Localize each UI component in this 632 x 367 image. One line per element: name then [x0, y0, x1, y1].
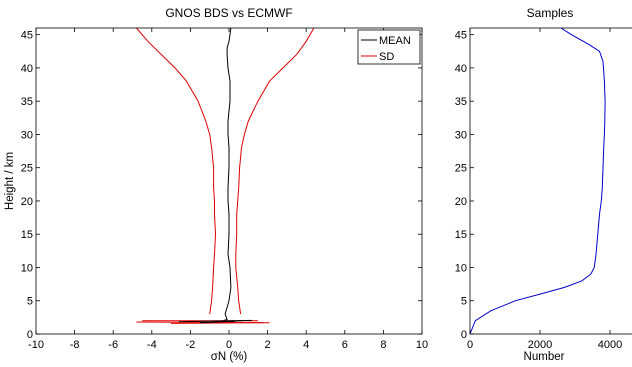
- y-tick-label: 30: [455, 129, 467, 141]
- y-tick-label: 0: [461, 329, 467, 341]
- samples-series-0: [469, 27, 606, 335]
- x-tick-label: 4000: [598, 339, 622, 351]
- chart-left-x-ticks: -10 -8 -6 -4 -2 0 2 4 6 8 10: [28, 28, 428, 351]
- chart-left-series: [136, 27, 315, 324]
- y-tick-label: 40: [21, 63, 33, 75]
- chart-left-y-label: Height / km: [4, 152, 16, 210]
- y-tick-label: 5: [27, 296, 33, 308]
- y-tick-label: 5: [461, 296, 467, 308]
- x-tick-label: 0: [467, 339, 473, 351]
- chart-right-frame: [469, 27, 632, 335]
- x-tick-label: -8: [70, 339, 80, 351]
- y-tick-label: 45: [455, 30, 467, 42]
- x-tick-label: 8: [380, 339, 386, 351]
- y-tick-label: 30: [21, 129, 33, 141]
- chart-right-x-ticks: 0 2000 4000: [467, 28, 622, 351]
- x-tick-label: -10: [28, 339, 44, 351]
- chart-right: Samples 0 2000 4000 0 5 10 15 20 25 30 35 40 45 Num…: [455, 6, 632, 363]
- y-tick-label: 35: [21, 96, 33, 108]
- legend-mean-label: MEAN: [379, 35, 411, 47]
- sigma-n-series-0: [221, 27, 235, 323]
- y-tick-label: 45: [21, 30, 33, 42]
- x-tick-label: 6: [342, 339, 348, 351]
- chart-left: GNOS BDS vs ECMWF -10 -8 -6 -4 -2 0 2 4 6 8 10 0 5 1…: [4, 6, 428, 363]
- x-tick-label: -6: [108, 339, 118, 351]
- chart-left-x-label: σN (%): [211, 351, 248, 363]
- y-tick-label: 40: [455, 63, 467, 75]
- x-tick-label: 0: [226, 339, 232, 351]
- x-tick-label: -4: [147, 339, 157, 351]
- y-tick-label: 20: [455, 196, 467, 208]
- x-tick-label: 2: [265, 339, 271, 351]
- x-tick-label: 4: [303, 339, 309, 351]
- chart-left-legend: MEAN SD: [357, 29, 421, 65]
- y-tick-label: 25: [455, 163, 467, 175]
- y-tick-label: 10: [21, 262, 33, 274]
- y-tick-label: 25: [21, 163, 33, 175]
- near-ground-spread: [171, 322, 264, 324]
- sigma-n-series-1-upper: [235, 27, 315, 315]
- chart-right-title: Samples: [527, 6, 574, 20]
- legend-sd-label: SD: [379, 51, 394, 63]
- y-tick-label: 35: [455, 96, 467, 108]
- y-tick-label: 20: [21, 196, 33, 208]
- chart-left-y-ticks: 0 5 10 15 20 25 30 35 40 45: [21, 30, 422, 341]
- x-tick-label: -2: [186, 339, 196, 351]
- y-tick-label: 0: [27, 329, 33, 341]
- chart-right-x-label: Number: [524, 351, 565, 363]
- x-tick-label: 10: [416, 339, 428, 351]
- y-tick-label: 10: [455, 262, 467, 274]
- x-tick-label: 2000: [528, 339, 552, 351]
- y-tick-label: 15: [21, 229, 33, 241]
- chart-left-title: GNOS BDS vs ECMWF: [165, 6, 292, 20]
- near-ground-spread: [200, 320, 243, 324]
- y-tick-label: 15: [455, 229, 467, 241]
- chart-right-y-ticks: 0 5 10 15 20 25 30 35 40 45: [455, 30, 474, 341]
- sigma-n-series-1: [136, 27, 217, 315]
- legend-box: [357, 29, 421, 65]
- chart-right-series: [469, 27, 606, 335]
